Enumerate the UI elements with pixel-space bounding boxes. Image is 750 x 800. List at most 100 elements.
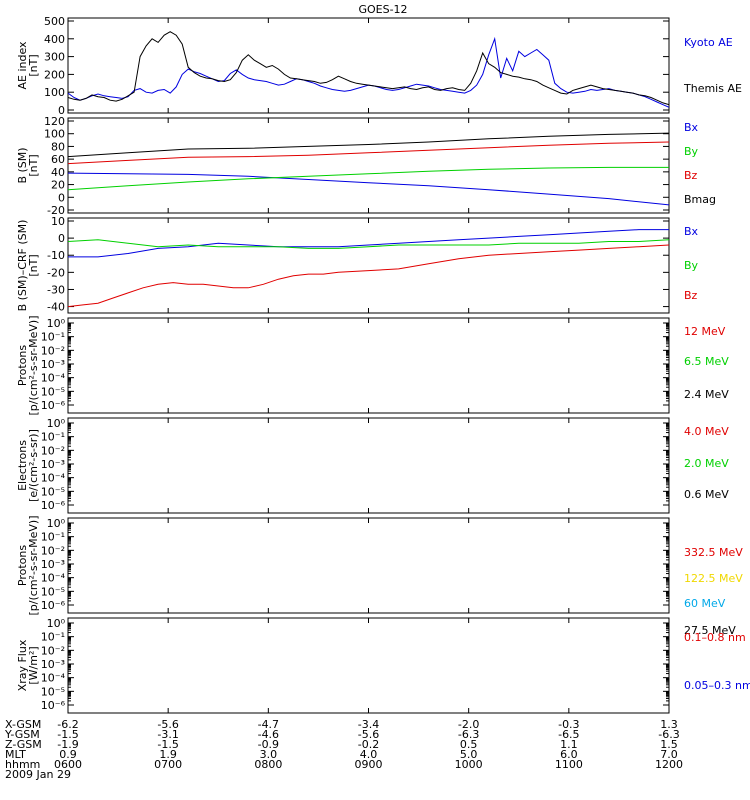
panel-protons: 10⁻⁶10⁻⁵10⁻⁴10⁻³10⁻²10⁻¹10⁰ Protons[p/(cm… — [16, 316, 729, 416]
y-tick-label: 10⁻² — [41, 544, 65, 557]
x-row-label: Y-GSM — [4, 728, 40, 741]
x-tick-label: 0.9 — [59, 748, 77, 761]
legend-entry: 27.5 MeV — [684, 624, 736, 637]
y-tick-label: 0 — [58, 191, 65, 204]
x-tick-label: -6.3 — [458, 728, 479, 741]
legend-entry: 2.0 MeV — [684, 457, 729, 470]
x-tick-label: 0700 — [154, 758, 182, 771]
x-tick-label: 5.0 — [460, 748, 478, 761]
x-axis-row-hhmm: hhmm 0600 0700 0800 0900 1000 1100 1200 — [5, 758, 683, 771]
series-line-kyoto-ae — [68, 36, 669, 108]
x-tick-label: -5.6 — [358, 728, 379, 741]
x-tick-label: 1000 — [455, 758, 483, 771]
panel-frame — [67, 17, 670, 114]
series-line-bz — [68, 141, 669, 165]
x-tick-label: 1.5 — [660, 738, 678, 751]
x-tick-label: 0600 — [54, 758, 82, 771]
x-tick-label: -1.5 — [157, 738, 178, 751]
x-tick-label: 0900 — [355, 758, 383, 771]
y-tick-label: 300 — [44, 51, 65, 64]
legend-entry: Bz — [684, 169, 698, 182]
y-tick-label: 10⁻³ — [41, 358, 65, 371]
y-tick-label: 10⁻⁶ — [41, 399, 66, 412]
legend-entry: 4.0 MeV — [684, 425, 729, 438]
legend-entry: 60 MeV — [684, 597, 726, 610]
y-tick-label: 10⁻³ — [41, 458, 65, 471]
legend-entry: 332.5 MeV — [684, 546, 743, 559]
y-tick-label: 10⁻² — [41, 644, 65, 657]
legend-entry: 0.1–0.8 nm — [684, 631, 746, 644]
x-tick-label: 1100 — [555, 758, 583, 771]
x-row-label: hhmm — [5, 758, 40, 771]
x-tick-label: 4.0 — [360, 748, 378, 761]
y-tick-label: 10⁻⁴ — [41, 372, 66, 385]
series-line-bx — [68, 172, 669, 206]
y-axis-label: B (SM)–CRF (SM)[nT] — [16, 220, 40, 312]
y-tick-label: 0 — [58, 232, 65, 245]
y-tick-label: 10⁰ — [47, 517, 66, 530]
y-tick-label: 10⁻¹ — [41, 431, 65, 444]
legend-entry: Bz — [684, 289, 698, 302]
legend-entry: 6.5 MeV — [684, 355, 729, 368]
x-tick-label: -0.9 — [258, 738, 279, 751]
y-tick-label: -10 — [47, 249, 65, 262]
x-tick-label: 1.1 — [560, 738, 578, 751]
x-axis-row-x-gsm: X-GSM -6.2 -5.6 -4.7 -3.4 -2.0 -0.3 1.3 — [5, 718, 678, 731]
legend-entry: By — [684, 259, 699, 272]
x-tick-label: -4.7 — [258, 718, 279, 731]
legend-entry: 2.4 MeV — [684, 388, 729, 401]
y-tick-label: 100 — [44, 128, 65, 141]
y-tick-label: 10⁰ — [47, 617, 66, 630]
date-label: 2009 Jan 29 — [5, 768, 71, 781]
series-line-bx — [68, 229, 669, 258]
y-tick-label: 10⁻⁵ — [41, 485, 65, 498]
x-tick-label: -4.6 — [258, 728, 279, 741]
y-axis-label: B (SM)[nT] — [16, 147, 40, 183]
panel-frame — [67, 317, 670, 414]
y-axis-label: Xray Flux[W/m²] — [16, 639, 40, 691]
y-tick-label: 10⁻⁶ — [41, 699, 66, 712]
y-tick-label: 10⁻¹ — [41, 631, 65, 644]
y-tick-label: 10⁻¹ — [41, 331, 65, 344]
x-tick-label: -6.5 — [558, 728, 579, 741]
series-line-themis-ae — [68, 31, 669, 106]
legend-entry: Kyoto AE — [684, 36, 733, 49]
y-tick-label: 0 — [58, 104, 65, 117]
y-axis-label: Protons[p/(cm²-s-sr-MeV)] — [16, 316, 40, 416]
legend-entry: 0.6 MeV — [684, 488, 729, 501]
y-tick-label: 10⁻¹ — [41, 531, 65, 544]
x-tick-label: 1.3 — [660, 718, 678, 731]
x-tick-label: 0800 — [254, 758, 282, 771]
legend-entry: 12 MeV — [684, 325, 726, 338]
y-tick-label: 120 — [44, 115, 65, 128]
y-tick-label: 10⁻⁶ — [41, 499, 66, 512]
y-axis-label: Protons[p/(cm²-s-sr-MeV)] — [16, 516, 40, 616]
legend-entry: Bx — [684, 225, 699, 238]
y-tick-label: 10⁻⁴ — [41, 672, 66, 685]
x-axis-row-z-gsm: Z-GSM -1.9 -1.5 -0.9 -0.2 0.5 1.1 1.5 — [5, 738, 678, 751]
x-row-label: X-GSM — [5, 718, 41, 731]
series-line-bz — [68, 244, 669, 308]
y-tick-label: 10 — [51, 215, 65, 228]
panel-frame — [67, 117, 670, 214]
y-tick-label: 20 — [51, 179, 65, 192]
legend-entry: 0.05–0.3 nm — [684, 679, 750, 692]
y-tick-label: 10⁻⁴ — [41, 472, 66, 485]
x-tick-label: 6.0 — [560, 748, 578, 761]
panel-frame — [67, 617, 670, 714]
y-tick-label: 10⁻⁵ — [41, 585, 65, 598]
panel-frame — [67, 517, 670, 614]
x-tick-label: 0.5 — [460, 738, 478, 751]
x-row-label: Z-GSM — [5, 738, 42, 751]
legend-entry: By — [684, 145, 699, 158]
y-tick-label: -30 — [47, 283, 65, 296]
x-tick-label: 1200 — [655, 758, 683, 771]
chart-title: GOES-12 — [358, 3, 407, 16]
y-tick-label: 10⁰ — [47, 417, 66, 430]
y-tick-label: 200 — [44, 68, 65, 81]
panel-electrons: 10⁻⁶10⁻⁵10⁻⁴10⁻³10⁻²10⁻¹10⁰ Electrons[e/(… — [16, 417, 729, 514]
series-line-by — [68, 239, 669, 249]
y-tick-label: 10⁻⁵ — [41, 685, 65, 698]
x-tick-label: -0.3 — [558, 718, 579, 731]
series-line-bmag — [68, 132, 669, 158]
